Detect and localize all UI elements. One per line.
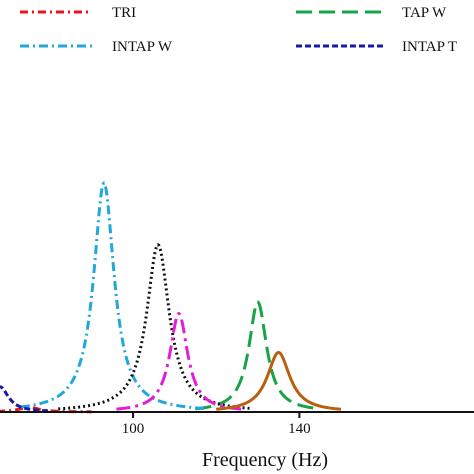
legend-label-tap-w: TAP W — [402, 5, 447, 21]
series-line-unlabeled-6 — [115, 311, 242, 411]
x-axis-ticks: 100 140 — [122, 412, 311, 437]
series-line-unlabeled-5 — [57, 243, 251, 411]
plot-area — [0, 181, 342, 414]
legend-label-intap-w: INTAP W — [112, 39, 173, 55]
legend-label-intap-t: INTAP T — [402, 39, 457, 55]
series-curves — [0, 181, 342, 414]
series-line-intap-t — [0, 385, 51, 413]
x-axis-title: Frequency (Hz) — [202, 449, 328, 471]
legend: TRI TAP W INTAP W INTAP T — [20, 5, 457, 55]
x-tick-label: 100 — [122, 421, 145, 437]
series-line-tap-w — [194, 300, 321, 411]
series-line-intap-w — [20, 181, 209, 411]
legend-label-tri: TRI — [112, 5, 136, 21]
x-tick-label: 140 — [288, 421, 311, 437]
series-line-unlabeled-7 — [215, 350, 342, 411]
